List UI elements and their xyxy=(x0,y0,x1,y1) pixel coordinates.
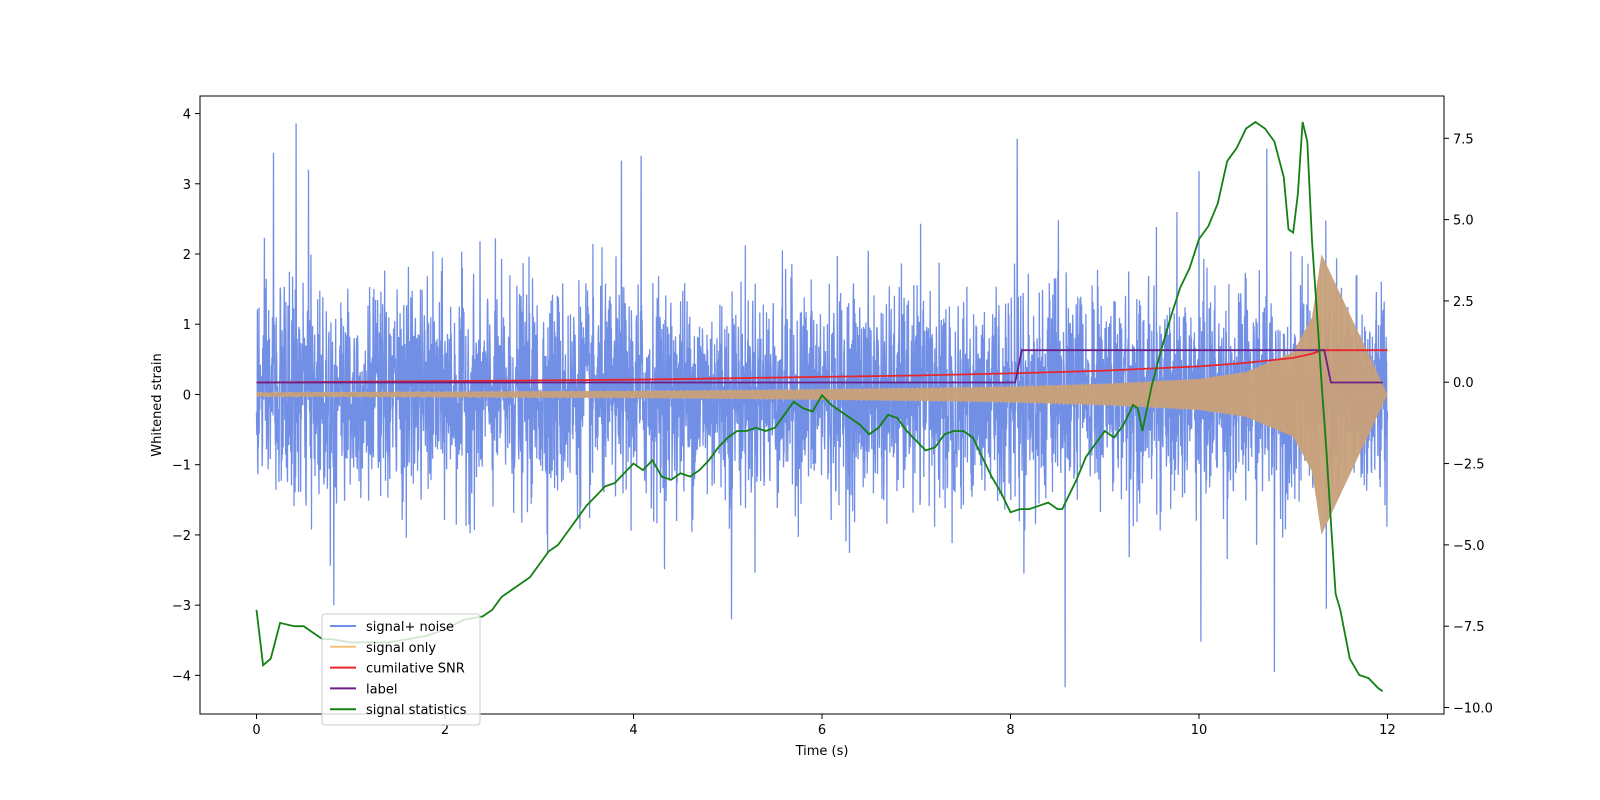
x-tick-label: 4 xyxy=(629,723,637,738)
legend-entry: signal+ noise xyxy=(366,620,454,635)
x-tick-label: 10 xyxy=(1191,723,1208,738)
y-tick-label: 4 xyxy=(183,108,191,123)
y2-tick-label: 0.0 xyxy=(1453,376,1474,391)
y-axis-label: Whitened strain xyxy=(150,353,165,456)
plot-area xyxy=(255,120,1389,692)
y2-tick-label: −10.0 xyxy=(1453,701,1493,716)
legend: signal+ noise signal only cumilative SNR la… xyxy=(321,613,481,726)
legend-entry: signal only xyxy=(366,641,436,656)
y2-tick-label: 7.5 xyxy=(1453,132,1474,147)
legend-entry: signal statistics xyxy=(366,703,467,718)
x-axis-label: Time (s) xyxy=(795,744,849,759)
legend-entry: label xyxy=(366,682,397,697)
y-tick-label: 2 xyxy=(183,248,191,263)
y-tick-label: −1 xyxy=(172,459,191,474)
series-label xyxy=(256,349,1383,384)
x-tick-label: 0 xyxy=(252,723,260,738)
x-tick-label: 12 xyxy=(1379,723,1396,738)
x-tick-label: 6 xyxy=(818,723,826,738)
y-tick-label: 1 xyxy=(183,318,191,333)
axes: 0 2 4 6 8 10 12−4−3−2−101234−10.0−7.5−5.0−2.50… xyxy=(172,108,1493,738)
y-tick-label: −2 xyxy=(172,529,191,544)
y2-tick-label: 2.5 xyxy=(1453,295,1474,310)
y2-tick-label: −5.0 xyxy=(1453,539,1485,554)
y-tick-label: −4 xyxy=(172,669,191,684)
series-cumulative-snr xyxy=(256,349,1388,384)
y2-tick-label: −2.5 xyxy=(1453,458,1485,473)
x-tick-label: 2 xyxy=(441,723,449,738)
y-tick-label: −3 xyxy=(172,599,191,614)
x-tick-label: 8 xyxy=(1006,723,1014,738)
legend-entry: cumilative SNR xyxy=(366,662,465,677)
y2-tick-label: −7.5 xyxy=(1453,620,1485,635)
series-signal-statistics xyxy=(255,120,1384,692)
y-tick-label: 3 xyxy=(183,178,191,193)
legend-box xyxy=(321,613,481,726)
series-signal-plus-noise xyxy=(255,123,1389,688)
y-tick-label: 0 xyxy=(183,388,191,403)
y2-tick-label: 5.0 xyxy=(1453,214,1474,229)
